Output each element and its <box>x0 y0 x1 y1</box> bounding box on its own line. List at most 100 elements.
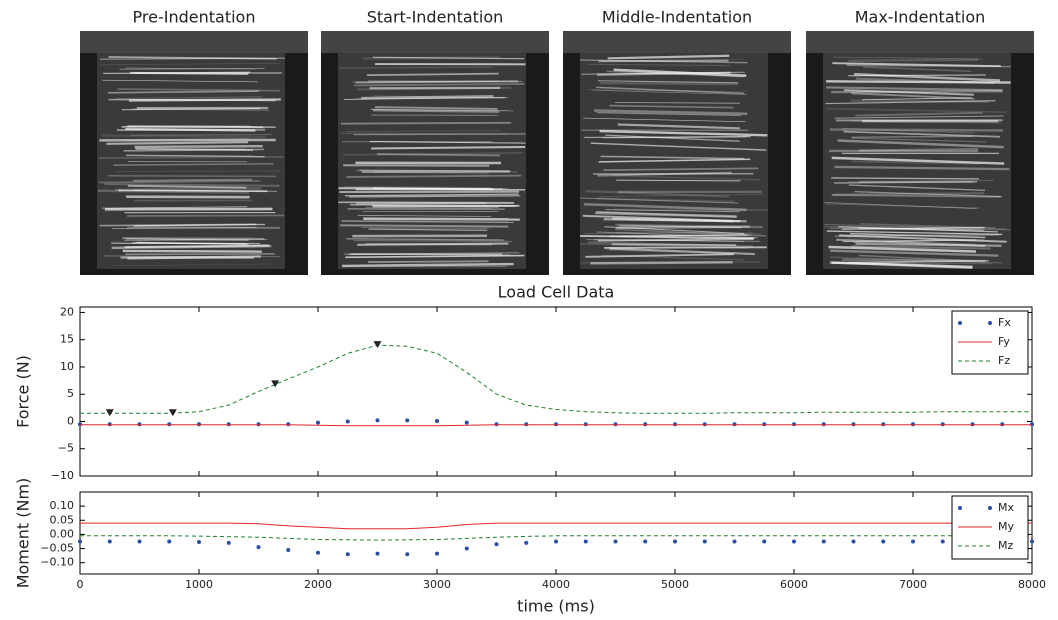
y-tick-label: 15 <box>60 333 74 346</box>
tissue-streak <box>107 174 277 178</box>
tissue-streak <box>102 206 248 209</box>
tissue-streak <box>597 80 739 84</box>
tissue-streak <box>580 235 755 240</box>
tissue-streak <box>848 180 994 183</box>
tissue-streak <box>119 67 265 70</box>
data-point <box>197 422 201 427</box>
tissue-streak <box>851 245 991 250</box>
tissue-streak <box>824 223 1007 230</box>
data-point <box>137 539 142 544</box>
tissue-streak <box>592 89 747 95</box>
tissue-streak <box>117 88 281 92</box>
tissue-streak <box>842 258 986 263</box>
legend-label: Mz <box>998 539 1013 552</box>
legend-swatch <box>988 506 992 510</box>
data-point <box>821 539 826 544</box>
tissue-streak <box>851 137 987 143</box>
event-marker <box>373 341 382 349</box>
tissue-streak <box>848 184 985 192</box>
tissue-streak <box>851 135 972 139</box>
tissue-streak <box>100 57 285 60</box>
tissue-streak <box>353 240 513 242</box>
tissue-streak <box>585 189 730 198</box>
data-point <box>851 422 856 427</box>
tissue-streak <box>596 210 738 218</box>
tissue-streak <box>851 119 1002 124</box>
tissue-streak <box>598 237 754 242</box>
data-point <box>911 422 915 427</box>
tissue-streak <box>362 56 500 60</box>
y-tick-label: 20 <box>60 305 74 318</box>
tissue-streak <box>358 169 511 172</box>
tissue-streak <box>842 127 975 134</box>
tissue-streak <box>133 223 265 227</box>
data-point <box>316 420 320 425</box>
tissue-streak <box>590 261 733 265</box>
tissue-streak <box>115 96 263 100</box>
tissue-streak <box>104 255 281 258</box>
tissue-streak <box>843 130 1001 138</box>
tissue-streak <box>834 165 1010 171</box>
tissue-streak <box>341 220 514 224</box>
data-point <box>345 419 350 424</box>
x-tick-label: 5000 <box>661 578 689 591</box>
tissue-streak <box>596 231 758 239</box>
tissue-streak <box>826 230 1003 235</box>
image-field <box>97 53 285 269</box>
tissue-streak <box>371 146 526 150</box>
tissue-streak <box>344 193 519 197</box>
data-point <box>583 422 588 427</box>
data-point <box>613 422 618 427</box>
tissue-streak <box>826 86 1003 92</box>
tissue-streak <box>823 202 977 209</box>
tissue-streak <box>847 259 989 264</box>
data-point <box>792 539 796 544</box>
data-point <box>286 422 291 427</box>
tissue-streak <box>343 253 511 256</box>
tissue-streak <box>127 184 247 189</box>
tissue-streak <box>122 249 262 253</box>
x-tick-label: 0 <box>77 578 84 591</box>
data-point <box>1030 422 1034 427</box>
tissue-streak <box>611 243 737 247</box>
tissue-streak <box>602 58 745 62</box>
data-point <box>464 420 469 425</box>
tissue-streak <box>613 175 760 181</box>
tissue-streak <box>600 155 745 160</box>
data-point <box>256 422 261 427</box>
data-point <box>78 539 82 544</box>
tissue-streak <box>372 109 499 113</box>
tissue-streak <box>369 140 526 144</box>
tissue-streak <box>126 238 249 241</box>
data-point <box>316 550 320 555</box>
tissue-streak <box>832 56 983 60</box>
ultrasound-image <box>563 31 791 275</box>
data-point <box>167 539 172 544</box>
tissue-streak <box>348 195 521 198</box>
data-point <box>137 422 142 427</box>
tissue-streak <box>343 164 490 167</box>
legend-label: Fx <box>998 316 1011 329</box>
tissue-streak <box>831 194 1001 198</box>
tissue-streak <box>361 227 488 229</box>
legend-swatch <box>958 321 962 325</box>
tissue-streak <box>605 134 740 142</box>
data-point <box>435 551 439 556</box>
tissue-streak <box>366 72 499 77</box>
data-point <box>256 545 261 550</box>
data-point <box>1000 422 1005 427</box>
data-point <box>583 539 588 544</box>
tissue-streak <box>128 98 281 102</box>
y-tick-label: 0.00 <box>50 527 75 540</box>
tissue-streak <box>599 82 738 86</box>
tissue-streak <box>108 56 277 60</box>
tissue-streak <box>579 243 748 249</box>
data-point <box>911 539 915 544</box>
series-line <box>80 424 1032 427</box>
tissue-streak <box>587 89 747 92</box>
x-tick-label: 7000 <box>899 578 927 591</box>
tissue-streak <box>614 102 740 104</box>
tissue-streak <box>615 223 763 229</box>
data-point <box>643 422 648 427</box>
tissue-streak <box>113 263 273 267</box>
